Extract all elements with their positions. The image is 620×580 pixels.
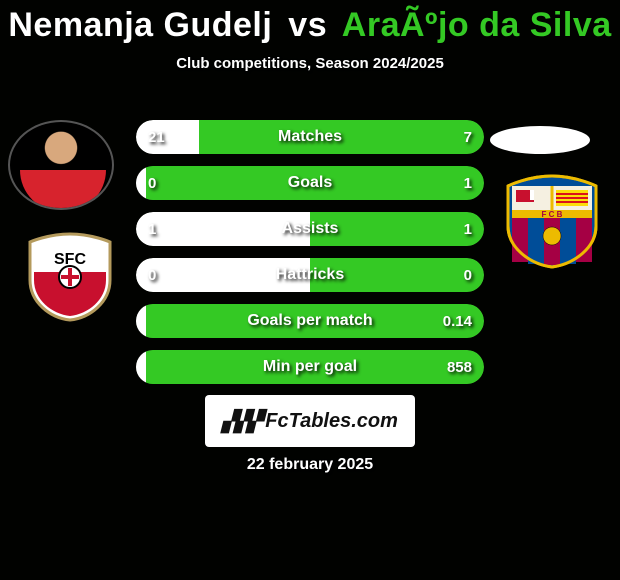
stat-label: Goals: [136, 166, 484, 200]
title-player1: Nemanja Gudelj: [8, 6, 272, 44]
title-vs: vs: [288, 6, 327, 44]
stat-value-left: 0: [148, 258, 156, 292]
player2-avatar: [490, 126, 590, 154]
stat-value-left: 1: [148, 212, 156, 246]
club-crest-right: F C B: [502, 174, 602, 264]
stat-label: Hattricks: [136, 258, 484, 292]
subtitle: Club competitions, Season 2024/2025: [0, 55, 620, 72]
stat-value-right: 0.14: [443, 304, 472, 338]
stat-value-left: 0: [148, 166, 156, 200]
stat-label: Assists: [136, 212, 484, 246]
stat-label: Goals per match: [136, 304, 484, 338]
stat-value-right: 1: [464, 166, 472, 200]
footer-date: 22 february 2025: [0, 456, 620, 474]
comparison-title: Nemanja Gudelj vs AraÃºjo da Silva: [0, 0, 620, 45]
player1-avatar: [8, 120, 114, 210]
stat-row: Assists1 1: [136, 212, 484, 246]
stat-row: Goals per match0.14: [136, 304, 484, 338]
stat-label: Matches: [136, 120, 484, 154]
stat-value-right: 7: [464, 120, 472, 154]
club-crest-left: SFC: [20, 232, 120, 322]
svg-text:F C B: F C B: [542, 210, 563, 219]
brand-badge: ▞▞▞ FcTables.com: [205, 395, 415, 447]
stat-value-right: 0: [464, 258, 472, 292]
stat-value-right: 858: [447, 350, 472, 384]
brand-text: FcTables.com: [265, 410, 398, 433]
stat-row: Matches21 7: [136, 120, 484, 154]
stat-row: Goals0 1: [136, 166, 484, 200]
stat-value-left: 21: [148, 120, 165, 154]
stats-container: Matches217Goals01Assists11Hattricks00Goa…: [136, 120, 484, 396]
stat-label: Min per goal: [136, 350, 484, 384]
brand-icon: ▞▞▞: [222, 409, 259, 434]
stat-value-right: 1: [464, 212, 472, 246]
stat-row: Hattricks0 0: [136, 258, 484, 292]
stat-row: Min per goal858: [136, 350, 484, 384]
title-player2: AraÃºjo da Silva: [342, 6, 612, 44]
